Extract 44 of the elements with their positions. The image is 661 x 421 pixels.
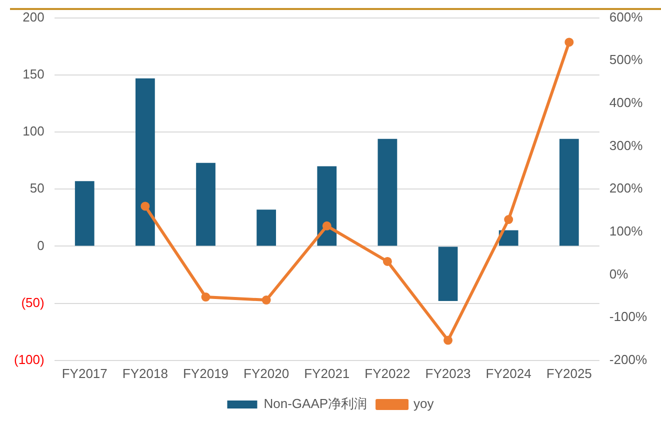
y-tick-label: 150 <box>22 66 44 82</box>
point <box>322 221 332 230</box>
bar <box>438 246 458 302</box>
bar <box>196 162 216 246</box>
y-tick-label: (50) <box>21 294 44 310</box>
bar <box>256 210 276 246</box>
y2-tick-label: 300% <box>609 138 644 153</box>
y-tick-label: 100 <box>22 124 44 139</box>
bar <box>74 181 94 246</box>
y2-tick-label: 400% <box>609 95 644 110</box>
y-tick-label: 200 <box>22 9 44 24</box>
y2-tick-label: 0% <box>609 266 629 282</box>
x-tick-label: FY2018 <box>122 366 168 381</box>
y-tick-label: 50 <box>30 180 44 196</box>
y2-tick-label: 600% <box>609 9 644 24</box>
x-tick-label: FY2020 <box>244 366 290 381</box>
x-tick-label: FY2017 <box>62 366 108 381</box>
y2-tick-label: 500% <box>609 52 644 68</box>
bar <box>317 166 337 246</box>
y2-tick-label: 200% <box>609 180 644 196</box>
x-tick-label: FY2023 <box>425 366 471 381</box>
x-tick-label: FY2024 <box>486 366 532 381</box>
x-tick-label: FY2022 <box>364 366 410 381</box>
x-tick-label: FY2021 <box>304 366 350 381</box>
legend-label: Non-GAAP净利润 <box>264 396 368 412</box>
point <box>504 215 514 224</box>
y2-tick-label: -200% <box>609 352 648 367</box>
point <box>201 292 210 302</box>
point <box>262 296 271 305</box>
bar <box>498 230 518 246</box>
bar <box>559 138 579 246</box>
point <box>444 336 453 345</box>
x-tick-label: FY2025 <box>546 366 592 381</box>
point <box>382 256 392 266</box>
bar <box>378 138 398 246</box>
y-tick-label: (100) <box>14 352 44 367</box>
x-tick-label: FY2019 <box>182 366 229 381</box>
point <box>140 202 150 211</box>
y2-tick-label: -100% <box>609 309 648 324</box>
legend-label: yoy <box>414 396 434 412</box>
point <box>564 38 574 47</box>
bar <box>136 78 155 246</box>
y2-tick-label: 100% <box>609 224 644 239</box>
y-tick-label: 0 <box>37 238 44 253</box>
